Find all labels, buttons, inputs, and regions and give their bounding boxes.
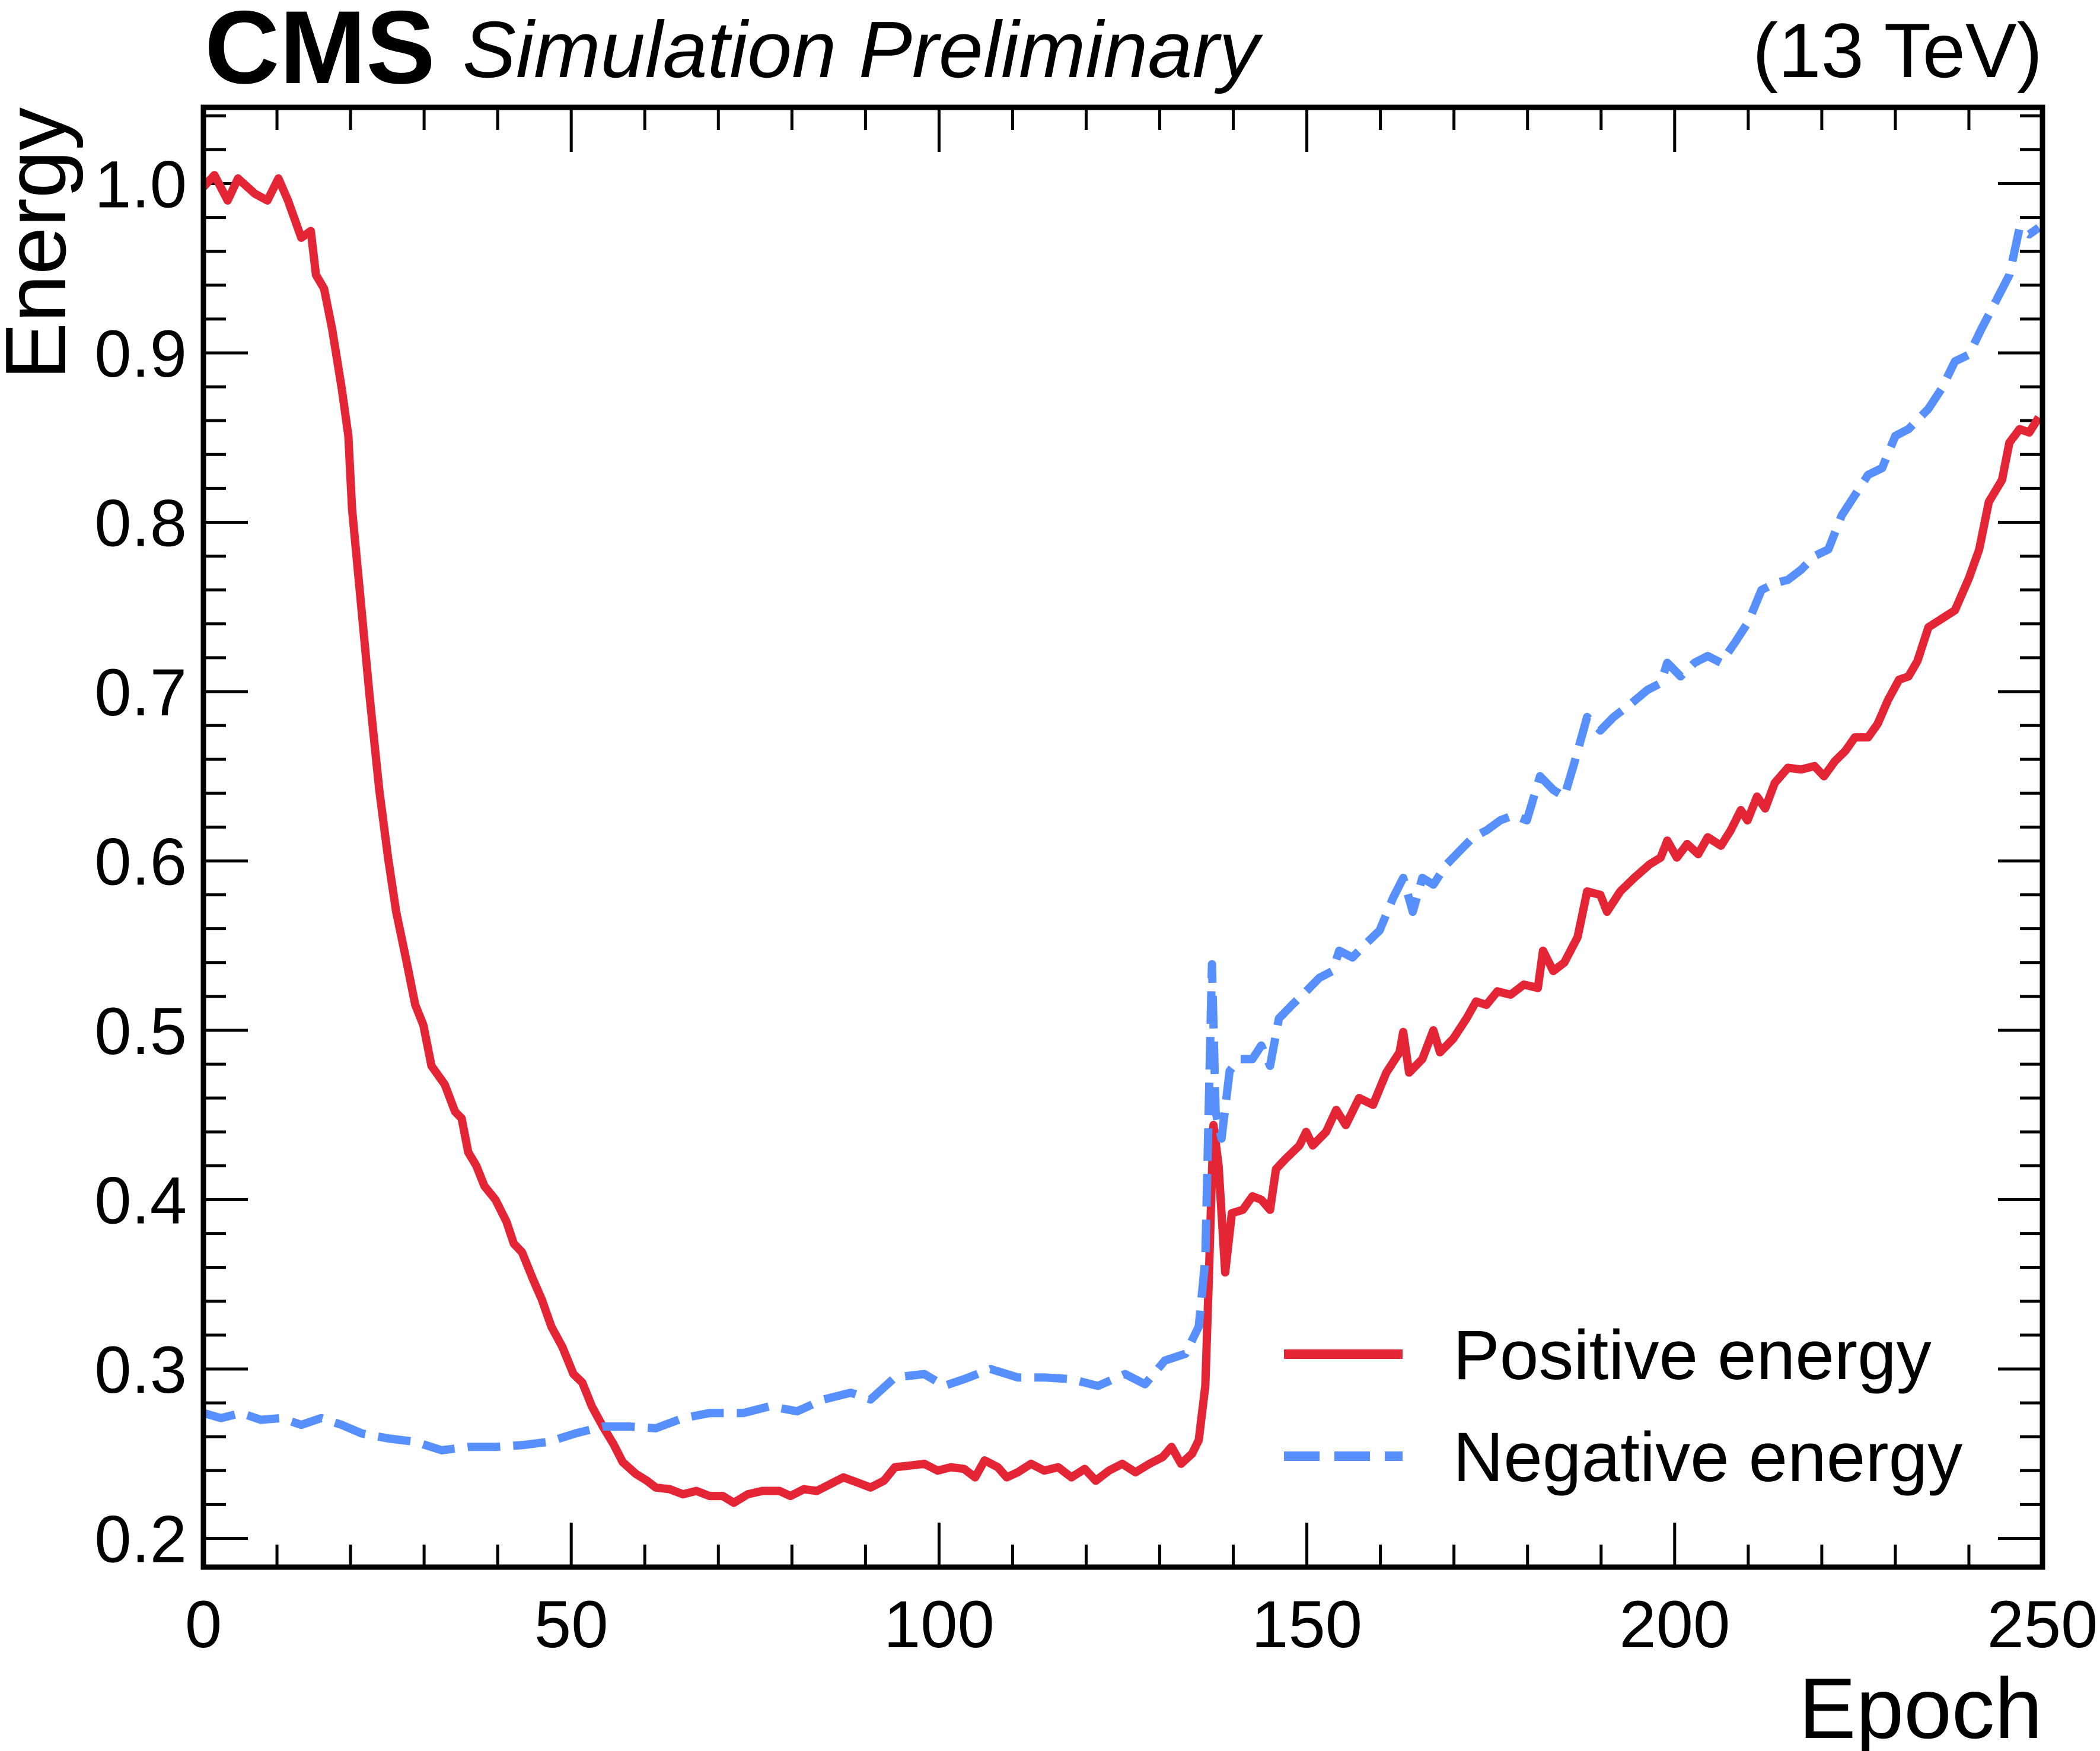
y-tick-label: 0.8 [94, 486, 187, 560]
y-axis-title: Energy [0, 107, 84, 380]
y-tick-label: 1.0 [94, 147, 187, 221]
y-tick-label: 0.2 [94, 1502, 187, 1576]
legend: Positive energy Negative energy [1284, 1316, 1962, 1497]
y-tick-label: 0.7 [94, 655, 187, 730]
x-axis-title: Epoch [1799, 1660, 2042, 1751]
y-tick-label: 0.6 [94, 824, 187, 899]
y-tick-label: 0.9 [94, 317, 187, 391]
x-tick-label: 150 [1251, 1587, 1362, 1661]
x-tick-label: 250 [1987, 1587, 2098, 1661]
cms-label: CMS [205, 0, 435, 106]
x-tick-label: 0 [185, 1587, 222, 1661]
x-tick-label: 200 [1619, 1587, 1730, 1661]
plot-frame [200, 104, 2045, 1570]
y-tick-label: 0.3 [94, 1333, 187, 1407]
legend-label-negative: Negative energy [1453, 1418, 1962, 1497]
positive-energy-line [200, 171, 2042, 1507]
x-tick-label: 100 [884, 1587, 995, 1661]
energy-label: (13 TeV) [1752, 7, 2042, 94]
legend-label-positive: Positive energy [1453, 1316, 1932, 1395]
negative-energy-line [202, 223, 2041, 1454]
simulation-preliminary-label: Simulation Preliminary [463, 5, 1263, 94]
x-tick-label: 50 [534, 1587, 608, 1661]
y-tick-label: 0.4 [94, 1163, 187, 1237]
y-tick-label: 0.5 [94, 994, 187, 1068]
